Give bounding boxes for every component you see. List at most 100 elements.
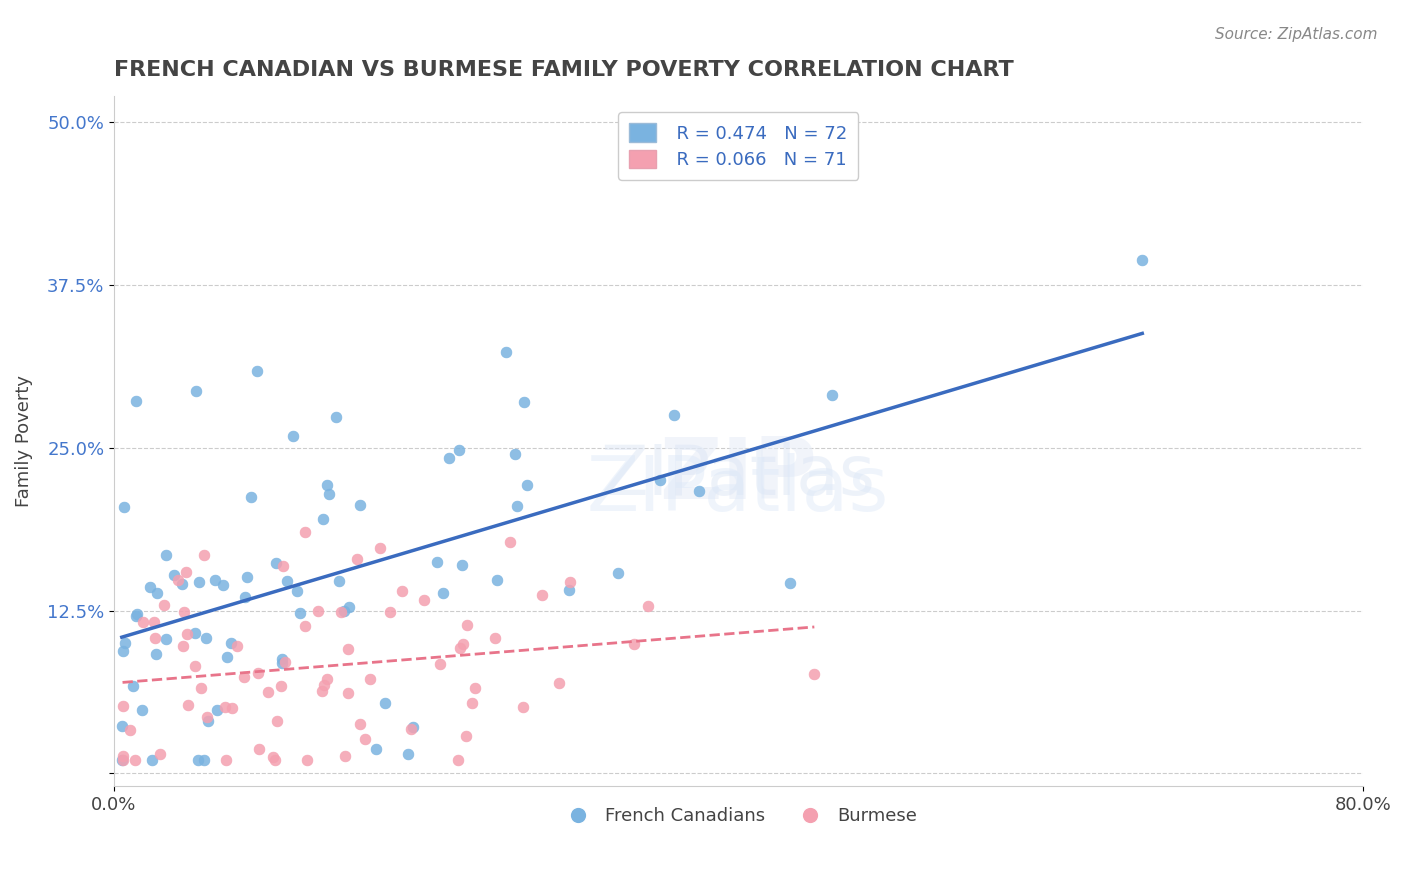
- Point: [111, 719, 134, 733]
- Point: [311, 684, 333, 698]
- Point: [167, 574, 190, 588]
- Point: [354, 731, 377, 746]
- Point: [349, 498, 371, 512]
- Point: [560, 574, 582, 589]
- Point: [318, 487, 340, 501]
- Point: [155, 548, 177, 562]
- Point: [232, 670, 254, 684]
- Text: FRENCH CANADIAN VS BURMESE FAMILY POVERTY CORRELATION CHART: FRENCH CANADIAN VS BURMESE FAMILY POVERT…: [114, 60, 1014, 79]
- Point: [648, 473, 671, 487]
- Point: [312, 511, 335, 525]
- Point: [349, 716, 371, 731]
- Point: [396, 747, 419, 761]
- Point: [219, 636, 242, 650]
- Point: [391, 584, 413, 599]
- Point: [285, 583, 308, 598]
- Point: [124, 754, 146, 768]
- Point: [246, 363, 269, 377]
- Point: [485, 573, 508, 587]
- Point: [146, 586, 169, 600]
- Point: [821, 387, 844, 401]
- Point: [374, 696, 396, 710]
- Point: [328, 574, 350, 589]
- Point: [246, 666, 269, 681]
- Point: [368, 541, 391, 556]
- Point: [274, 655, 297, 669]
- Point: [366, 742, 388, 756]
- Point: [453, 637, 475, 651]
- Point: [125, 609, 148, 624]
- Point: [112, 644, 135, 658]
- Point: [512, 699, 534, 714]
- Point: [215, 754, 238, 768]
- Y-axis label: Family Poverty: Family Poverty: [15, 376, 32, 508]
- Point: [122, 679, 145, 693]
- Point: [217, 649, 239, 664]
- Point: [460, 696, 482, 710]
- Point: [429, 657, 451, 671]
- Point: [112, 500, 135, 515]
- Point: [447, 754, 470, 768]
- Point: [264, 556, 287, 570]
- Point: [378, 605, 401, 619]
- Point: [531, 588, 554, 602]
- Point: [271, 652, 294, 666]
- Point: [155, 632, 177, 647]
- Point: [437, 450, 460, 465]
- Text: ZIPatlas: ZIPatlas: [600, 442, 876, 509]
- Point: [124, 393, 146, 408]
- Point: [266, 714, 288, 728]
- Point: [142, 615, 165, 629]
- Point: [664, 409, 686, 423]
- Point: [111, 699, 134, 714]
- Point: [187, 754, 209, 768]
- Point: [153, 598, 176, 612]
- Legend: French Canadians, Burmese: French Canadians, Burmese: [553, 800, 924, 832]
- Point: [495, 344, 517, 359]
- Point: [503, 447, 526, 461]
- Point: [294, 525, 316, 540]
- Point: [177, 698, 200, 712]
- Point: [449, 442, 471, 457]
- Point: [145, 647, 167, 661]
- Point: [226, 639, 249, 653]
- Point: [316, 478, 339, 492]
- Text: ZIP: ZIP: [659, 434, 817, 517]
- Point: [637, 599, 659, 613]
- Point: [558, 582, 581, 597]
- Point: [516, 478, 538, 492]
- Point: [499, 535, 522, 549]
- Point: [174, 565, 197, 579]
- Point: [607, 566, 630, 581]
- Point: [1130, 252, 1153, 267]
- Point: [336, 686, 359, 700]
- Point: [307, 603, 329, 617]
- Point: [111, 749, 134, 764]
- Point: [484, 631, 506, 645]
- Point: [184, 625, 207, 640]
- Point: [294, 618, 316, 632]
- Point: [172, 639, 194, 653]
- Point: [131, 703, 153, 717]
- Point: [295, 754, 318, 768]
- Point: [316, 672, 339, 686]
- Point: [111, 754, 134, 768]
- Point: [413, 593, 436, 607]
- Point: [197, 709, 219, 723]
- Point: [212, 578, 235, 592]
- Point: [506, 499, 529, 513]
- Point: [312, 678, 335, 692]
- Point: [239, 490, 262, 504]
- Point: [264, 754, 287, 768]
- Point: [426, 555, 449, 569]
- Point: [399, 723, 422, 737]
- Point: [247, 741, 270, 756]
- Point: [276, 574, 298, 588]
- Point: [803, 666, 825, 681]
- Point: [402, 720, 425, 734]
- Point: [173, 606, 195, 620]
- Point: [688, 484, 710, 499]
- Point: [325, 409, 347, 424]
- Point: [456, 729, 478, 743]
- Point: [271, 558, 294, 573]
